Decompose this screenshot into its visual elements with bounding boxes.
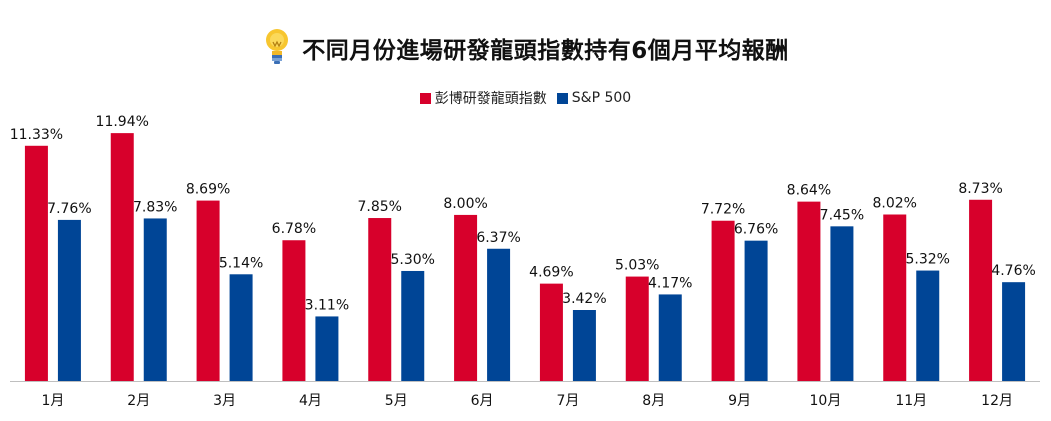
- data-label-index-6: 8.00%: [443, 196, 487, 212]
- bar-sp500-3: [229, 274, 253, 381]
- chart-title-row: 不同月份進場研發龍頭指數持有6個月平均報酬: [0, 26, 1051, 70]
- data-label-sp500-4: 3.11%: [305, 297, 349, 313]
- x-tick-label-1: 1月: [41, 393, 64, 409]
- bar-sp500-6: [487, 248, 511, 381]
- bar-index-4: [282, 240, 306, 381]
- bar-index-5: [368, 218, 392, 381]
- lightbulb-icon: [266, 29, 289, 64]
- data-label-sp500-5: 5.30%: [391, 252, 435, 268]
- legend: 彭博研發龍頭指數 S&P 500: [0, 88, 1051, 108]
- bar-index-3: [196, 200, 220, 381]
- bar-sp500-8: [658, 294, 682, 381]
- data-label-index-12: 8.73%: [958, 181, 1002, 197]
- x-tick-label-12: 12月: [981, 393, 1013, 409]
- data-label-sp500-12: 4.76%: [991, 263, 1035, 279]
- bar-sp500-10: [830, 226, 854, 381]
- bar-index-8: [625, 276, 649, 381]
- bar-sp500-2: [143, 218, 167, 381]
- bar-sp500-4: [315, 316, 339, 381]
- x-tick-label-7: 7月: [556, 393, 579, 409]
- data-label-sp500-7: 3.42%: [562, 291, 606, 307]
- legend-label-series-2: S&P 500: [571, 90, 632, 106]
- data-label-sp500-1: 7.76%: [47, 201, 91, 217]
- legend-item-series-1: 彭博研發龍頭指數: [419, 88, 547, 108]
- bar-sp500-12: [1002, 282, 1026, 381]
- x-tick-label-2: 2月: [127, 393, 150, 409]
- bar-index-2: [110, 133, 134, 381]
- bar-index-7: [539, 283, 563, 381]
- legend-swatch-series-2: [556, 92, 568, 104]
- bar-index-10: [797, 201, 821, 381]
- bar-sp500-5: [401, 270, 425, 381]
- data-label-index-3: 8.69%: [186, 182, 230, 198]
- data-label-index-8: 5.03%: [615, 258, 659, 274]
- legend-swatch-series-1: [419, 92, 431, 104]
- bar-sp500-1: [57, 219, 81, 381]
- data-label-index-2: 11.94%: [96, 114, 149, 130]
- data-label-sp500-10: 7.45%: [820, 207, 864, 223]
- bar-sp500-9: [744, 240, 768, 381]
- x-tick-label-5: 5月: [385, 393, 408, 409]
- data-label-sp500-3: 5.14%: [219, 255, 263, 271]
- bar-index-11: [883, 214, 907, 381]
- x-tick-label-9: 9月: [728, 393, 751, 409]
- bar-index-9: [711, 220, 735, 381]
- bar-sp500-11: [916, 270, 940, 381]
- x-tick-label-8: 8月: [642, 393, 665, 409]
- data-label-index-9: 7.72%: [701, 202, 745, 218]
- data-label-index-10: 8.64%: [787, 183, 831, 199]
- x-tick-label-10: 10月: [810, 393, 842, 409]
- x-tick-label-6: 6月: [471, 393, 494, 409]
- data-label-sp500-6: 6.37%: [476, 230, 520, 246]
- data-label-index-11: 8.02%: [873, 196, 917, 212]
- data-label-index-7: 4.69%: [529, 265, 573, 281]
- data-label-sp500-11: 5.32%: [906, 252, 950, 268]
- legend-item-series-2: S&P 500: [556, 90, 632, 106]
- data-label-index-5: 7.85%: [358, 199, 402, 215]
- bar-index-1: [24, 145, 48, 381]
- data-label-index-4: 6.78%: [272, 221, 316, 237]
- x-tick-label-4: 4月: [299, 393, 322, 409]
- legend-label-series-1: 彭博研發龍頭指數: [434, 91, 547, 107]
- x-tick-label-11: 11月: [895, 393, 927, 409]
- x-tick-label-3: 3月: [213, 393, 236, 409]
- data-label-sp500-2: 7.83%: [133, 199, 177, 215]
- bar-index-6: [454, 214, 478, 381]
- data-label-sp500-8: 4.17%: [648, 275, 692, 291]
- data-label-index-1: 11.33%: [10, 127, 63, 143]
- chart-title: 不同月份進場研發龍頭指數持有6個月平均報酬: [302, 38, 789, 64]
- bar-index-12: [969, 199, 993, 381]
- data-label-sp500-9: 6.76%: [734, 222, 778, 238]
- bar-sp500-7: [572, 309, 596, 381]
